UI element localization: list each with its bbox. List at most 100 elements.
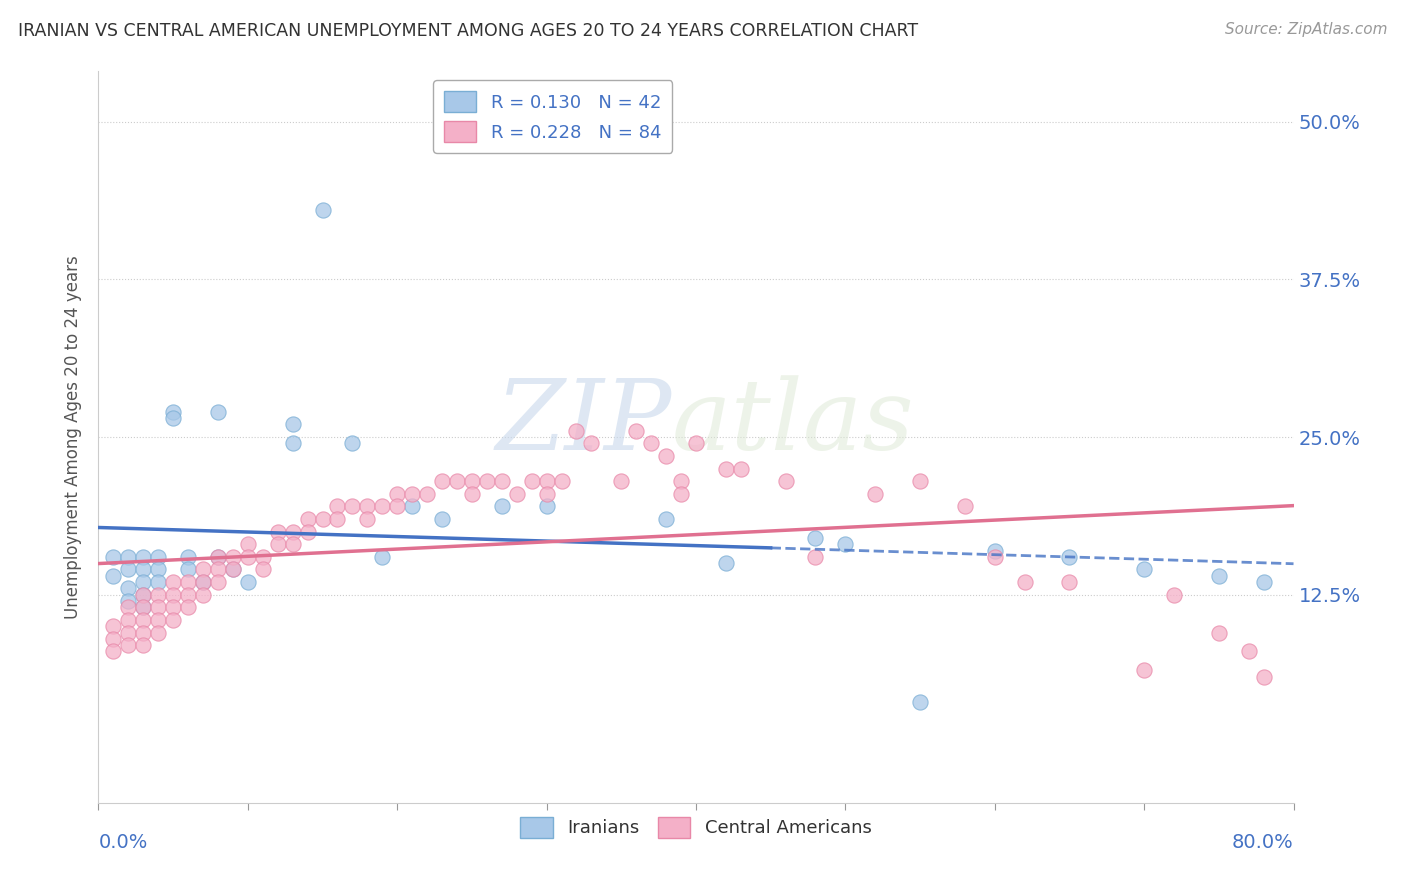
Point xyxy=(148,613,170,627)
Point xyxy=(775,474,797,488)
Point xyxy=(207,405,229,419)
Point xyxy=(103,569,125,583)
Point xyxy=(117,562,139,576)
Point xyxy=(550,474,572,488)
Point xyxy=(207,575,229,590)
Point xyxy=(103,632,125,646)
Point xyxy=(281,417,304,432)
Point xyxy=(953,500,976,514)
Point xyxy=(1237,644,1260,658)
Point xyxy=(834,537,856,551)
Point xyxy=(222,549,245,564)
Point xyxy=(401,487,423,501)
Point xyxy=(132,613,155,627)
Point xyxy=(655,512,678,526)
Point xyxy=(132,588,155,602)
Point xyxy=(685,436,707,450)
Point xyxy=(148,562,170,576)
Point xyxy=(342,436,364,450)
Point xyxy=(1133,664,1156,678)
Point xyxy=(132,600,155,615)
Point xyxy=(117,594,139,608)
Point xyxy=(132,638,155,652)
Point xyxy=(385,487,409,501)
Point xyxy=(103,644,125,658)
Point xyxy=(297,512,319,526)
Point xyxy=(148,600,170,615)
Point xyxy=(461,474,484,488)
Point xyxy=(669,487,692,501)
Legend: Iranians, Central Americans: Iranians, Central Americans xyxy=(513,810,879,845)
Point xyxy=(326,500,349,514)
Point xyxy=(117,625,139,640)
Point xyxy=(430,474,453,488)
Point xyxy=(385,500,409,514)
Point xyxy=(581,436,603,450)
Point xyxy=(252,562,274,576)
Point xyxy=(536,487,558,501)
Point xyxy=(626,424,648,438)
Point xyxy=(148,625,170,640)
Point xyxy=(281,537,304,551)
Text: 80.0%: 80.0% xyxy=(1232,833,1294,853)
Point xyxy=(804,531,827,545)
Point xyxy=(908,474,931,488)
Point xyxy=(236,537,259,551)
Point xyxy=(207,549,229,564)
Point xyxy=(177,575,200,590)
Text: IRANIAN VS CENTRAL AMERICAN UNEMPLOYMENT AMONG AGES 20 TO 24 YEARS CORRELATION C: IRANIAN VS CENTRAL AMERICAN UNEMPLOYMENT… xyxy=(18,22,918,40)
Point xyxy=(103,549,125,564)
Point xyxy=(132,549,155,564)
Point xyxy=(177,549,200,564)
Point xyxy=(191,575,214,590)
Point xyxy=(267,537,290,551)
Point xyxy=(655,449,678,463)
Point xyxy=(984,543,1007,558)
Point xyxy=(1163,588,1185,602)
Point xyxy=(416,487,439,501)
Point xyxy=(536,500,558,514)
Point xyxy=(714,461,737,475)
Point xyxy=(610,474,633,488)
Point xyxy=(430,512,453,526)
Point xyxy=(281,436,304,450)
Point xyxy=(148,575,170,590)
Point xyxy=(297,524,319,539)
Point xyxy=(730,461,752,475)
Point xyxy=(491,500,513,514)
Point xyxy=(132,600,155,615)
Point xyxy=(908,695,931,709)
Point xyxy=(1133,562,1156,576)
Point xyxy=(236,549,259,564)
Point xyxy=(640,436,662,450)
Point xyxy=(191,588,214,602)
Point xyxy=(162,613,184,627)
Text: ZIP: ZIP xyxy=(496,375,672,470)
Point xyxy=(177,562,200,576)
Point xyxy=(520,474,543,488)
Y-axis label: Unemployment Among Ages 20 to 24 years: Unemployment Among Ages 20 to 24 years xyxy=(65,255,83,619)
Point xyxy=(565,424,588,438)
Point xyxy=(148,549,170,564)
Point xyxy=(714,556,737,570)
Point xyxy=(117,613,139,627)
Point xyxy=(177,600,200,615)
Point xyxy=(162,575,184,590)
Point xyxy=(804,549,827,564)
Point xyxy=(117,582,139,596)
Point xyxy=(1253,670,1275,684)
Point xyxy=(491,474,513,488)
Point xyxy=(475,474,498,488)
Text: 0.0%: 0.0% xyxy=(98,833,148,853)
Point xyxy=(191,575,214,590)
Point xyxy=(865,487,887,501)
Point xyxy=(162,600,184,615)
Point xyxy=(132,625,155,640)
Point xyxy=(506,487,529,501)
Text: Source: ZipAtlas.com: Source: ZipAtlas.com xyxy=(1225,22,1388,37)
Point xyxy=(117,600,139,615)
Point xyxy=(1059,549,1081,564)
Point xyxy=(162,405,184,419)
Point xyxy=(117,638,139,652)
Point xyxy=(177,588,200,602)
